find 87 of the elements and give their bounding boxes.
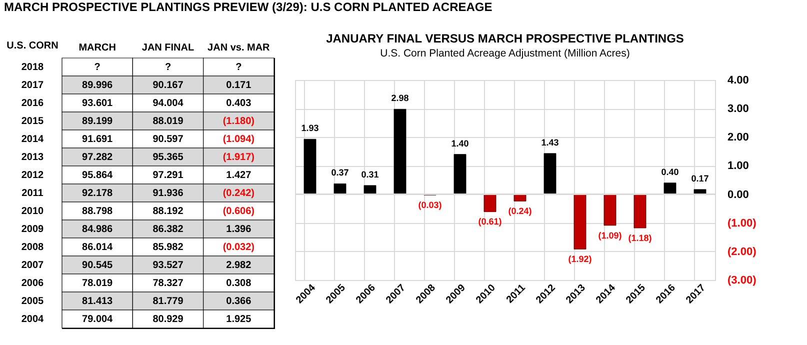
- chart-subtitle: U.S. Corn Planted Acreage Adjustment (Million Acres): [380, 48, 630, 60]
- data-label: 79.004: [82, 314, 114, 325]
- y-tick-label: 2010: [21, 206, 44, 217]
- y-tick-label: 4.00: [728, 74, 749, 86]
- data-label: 97.282: [82, 152, 114, 163]
- data-label: 80.929: [152, 314, 184, 325]
- data-label: (1.18): [628, 233, 652, 243]
- data-label: 86.382: [152, 224, 184, 235]
- data-label: 89.996: [82, 80, 114, 91]
- y-tick-label: (3.00): [728, 274, 757, 286]
- x-tick-label: JAN FINAL: [142, 42, 194, 54]
- y-tick-label: 2015: [21, 116, 44, 127]
- data-label: (0.61): [478, 216, 502, 227]
- data-label: 84.986: [82, 224, 114, 235]
- data-label: 0.17: [691, 173, 709, 184]
- data-label: 90.167: [152, 80, 184, 91]
- y-tick-label: (2.00): [728, 246, 757, 258]
- data-label: 91.691: [82, 134, 114, 145]
- data-label: 90.597: [152, 134, 184, 145]
- data-label: 0.366: [226, 296, 252, 307]
- data-label: 1.925: [226, 314, 252, 325]
- data-label: 0.308: [226, 278, 252, 289]
- y-tick-label: 2.00: [728, 132, 749, 144]
- x-tick-label: JAN vs. MAR: [208, 42, 271, 54]
- data-label: 81.779: [152, 296, 184, 307]
- y-tick-label: 2008: [21, 242, 44, 253]
- y-tick-label: 2016: [21, 98, 44, 109]
- data-label: 0.31: [361, 169, 379, 180]
- y-tick-label: 0.00: [728, 188, 749, 201]
- y-tick-label: 2011: [22, 188, 44, 199]
- data-label: 2.98: [391, 93, 409, 104]
- y-tick-label: 2014: [21, 134, 44, 145]
- data-label: 95.365: [152, 152, 184, 163]
- y-tick-label: (1.00): [728, 217, 757, 230]
- data-label: 92.178: [82, 188, 114, 199]
- data-label: 97.291: [152, 170, 184, 181]
- text: ?: [164, 62, 172, 73]
- y-tick-label: 2007: [21, 260, 44, 271]
- data-label: (1.180): [222, 116, 255, 127]
- data-label: (0.24): [508, 206, 532, 216]
- data-label: 0.403: [226, 98, 252, 109]
- chart-title: MARCH PROSPECTIVE PLANTINGS PREVIEW (3/29): U.S CORN PLANTED ACREAGE: [4, 0, 492, 14]
- data-label: 93.601: [82, 98, 114, 109]
- y-tick-label: 2017: [21, 80, 44, 91]
- data-label: (1.92): [568, 254, 592, 264]
- data-label: 0.37: [331, 168, 349, 178]
- data-label: (0.03): [418, 200, 442, 210]
- y-tick-label: 2012: [21, 170, 44, 181]
- data-label: 0.171: [226, 80, 252, 91]
- text: ?: [236, 62, 242, 73]
- data-label: (0.032): [222, 242, 255, 253]
- data-label: (1.09): [598, 230, 622, 240]
- data-label: 78.327: [152, 278, 184, 289]
- data-label: 95.864: [82, 170, 114, 181]
- data-label: 88.019: [152, 116, 184, 127]
- data-label: 78.019: [82, 278, 114, 289]
- y-tick-label: 2009: [21, 224, 44, 235]
- y-tick-label: 2013: [21, 152, 44, 163]
- data-label: 1.396: [226, 224, 252, 235]
- data-label: 93.527: [152, 260, 184, 271]
- data-label: (0.242): [222, 188, 255, 199]
- data-label: 91.936: [152, 188, 184, 199]
- y-axis-title: U.S. CORN: [6, 40, 58, 52]
- data-label: 1.43: [541, 137, 559, 148]
- data-label: 0.40: [661, 166, 679, 177]
- data-label: 81.413: [82, 296, 114, 307]
- y-tick-label: 2018: [21, 62, 44, 73]
- data-label: 88.798: [82, 206, 114, 217]
- x-tick-label: MARCH: [78, 42, 116, 54]
- data-label: (1.094): [222, 134, 255, 145]
- data-label: 1.93: [301, 123, 319, 134]
- data-label: 88.192: [152, 206, 184, 217]
- data-label: 90.545: [82, 260, 114, 271]
- data-label: (0.606): [222, 206, 255, 217]
- data-label: 94.004: [152, 98, 184, 109]
- chart-title: JANUARY FINAL VERSUS MARCH PROSPECTIVE PLANTINGS: [326, 32, 684, 46]
- y-tick-label: 2004: [21, 314, 44, 325]
- data-label: 1.40: [451, 138, 469, 148]
- text: ?: [94, 62, 100, 73]
- y-tick-label: 1.00: [728, 160, 749, 172]
- y-tick-label: 3.00: [728, 103, 749, 116]
- data-label: (1.917): [222, 152, 255, 163]
- data-label: 89.199: [82, 116, 114, 127]
- data-label: 2.982: [226, 260, 252, 271]
- data-label: 86.014: [82, 242, 114, 253]
- data-label: 85.982: [152, 242, 184, 253]
- data-label: 1.427: [226, 170, 252, 181]
